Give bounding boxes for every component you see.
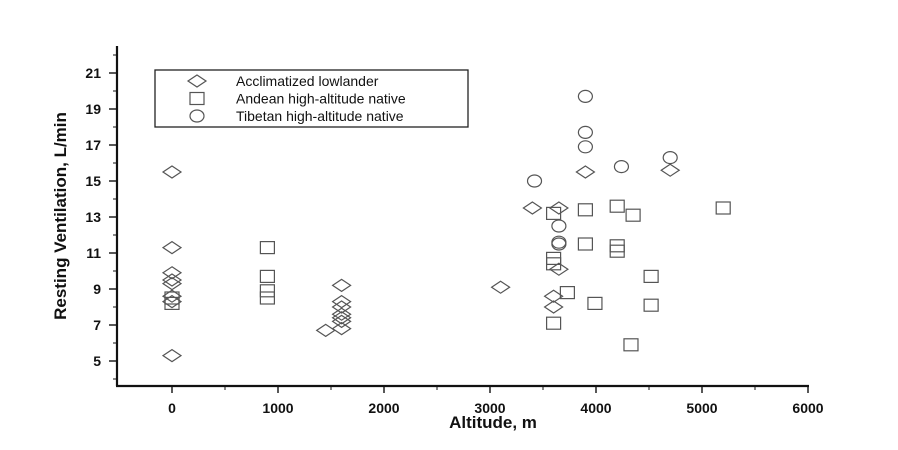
legend-circle-icon bbox=[189, 109, 205, 123]
x-axis-title: Altitude, m bbox=[449, 413, 537, 432]
square-point bbox=[545, 316, 562, 330]
diamond-point bbox=[161, 165, 183, 179]
x-tick-label: 5000 bbox=[686, 400, 717, 416]
diamond-point bbox=[315, 323, 336, 338]
x-tick-label: 0 bbox=[168, 400, 176, 416]
diamond-point bbox=[331, 278, 352, 293]
y-tick-label: 21 bbox=[85, 65, 101, 81]
diamond-point bbox=[490, 280, 511, 294]
x-tick-label: 3000 bbox=[474, 400, 505, 416]
square-point bbox=[643, 269, 659, 283]
circle-point bbox=[551, 237, 567, 251]
diamond-point bbox=[161, 294, 183, 309]
diamond-point bbox=[660, 163, 681, 177]
x-tick-label: 4000 bbox=[580, 400, 611, 416]
circle-point bbox=[613, 160, 630, 174]
square-point bbox=[643, 298, 659, 312]
legend-box bbox=[154, 69, 469, 128]
square-point bbox=[577, 237, 594, 251]
x-tick-label: 6000 bbox=[792, 400, 823, 416]
y-tick-label: 13 bbox=[85, 209, 101, 225]
square-point bbox=[623, 338, 639, 352]
square-point bbox=[259, 284, 275, 298]
diamond-point bbox=[161, 240, 183, 255]
y-tick-label: 19 bbox=[85, 101, 101, 117]
legend-diamond-icon bbox=[186, 74, 208, 88]
diamond-point bbox=[331, 307, 352, 321]
diamond-point bbox=[161, 266, 183, 280]
y-axis-title: Resting Ventilation, L/min bbox=[51, 112, 70, 320]
diamond-point bbox=[548, 201, 569, 215]
data-points bbox=[161, 89, 731, 363]
square-point bbox=[164, 296, 180, 310]
diamond-point bbox=[522, 201, 543, 215]
y-tick-label: 5 bbox=[93, 353, 101, 369]
y-tick-label: 17 bbox=[85, 137, 101, 153]
circle-point bbox=[551, 219, 567, 233]
square-point bbox=[609, 244, 625, 258]
x-axis-ticks: 0 1000 2000 3000 4000 5000 6000 bbox=[168, 386, 824, 416]
diamond-point bbox=[331, 314, 352, 329]
square-point bbox=[559, 286, 575, 300]
legend-label: Tibetan high-altitude native bbox=[236, 108, 404, 124]
square-point bbox=[259, 241, 275, 255]
square-point bbox=[609, 239, 625, 253]
square-point bbox=[259, 269, 275, 283]
y-tick-label: 15 bbox=[85, 173, 101, 189]
circle-point bbox=[577, 125, 594, 139]
square-point bbox=[545, 206, 562, 220]
diamond-point bbox=[331, 311, 352, 325]
square-point bbox=[625, 208, 641, 222]
legend-square-icon bbox=[189, 91, 205, 106]
square-point bbox=[587, 296, 603, 310]
diamond-point bbox=[161, 348, 183, 363]
y-axis-ticks: 5 7 9 11 13 15 17 19 21 bbox=[85, 54, 117, 380]
legend-label: Andean high-altitude native bbox=[236, 91, 406, 107]
circle-point bbox=[577, 89, 594, 104]
square-point bbox=[577, 203, 594, 217]
x-tick-label: 1000 bbox=[262, 400, 293, 416]
diamond-point bbox=[331, 300, 352, 314]
square-point bbox=[609, 199, 625, 213]
diamond-point bbox=[331, 321, 352, 336]
diamond-point bbox=[575, 165, 596, 179]
square-point bbox=[715, 201, 731, 215]
diamond-point bbox=[543, 300, 564, 314]
square-point bbox=[545, 251, 562, 265]
diamond-point bbox=[548, 262, 569, 276]
x-tick-label: 2000 bbox=[368, 400, 399, 416]
circle-point bbox=[526, 174, 543, 188]
square-point bbox=[545, 257, 562, 271]
circle-point bbox=[662, 151, 678, 165]
diamond-point bbox=[161, 273, 183, 287]
y-tick-label: 11 bbox=[86, 245, 101, 261]
y-tick-label: 9 bbox=[93, 281, 101, 297]
diamond-point bbox=[161, 289, 183, 303]
circle-point bbox=[577, 140, 594, 154]
square-point bbox=[259, 291, 275, 305]
y-tick-label: 7 bbox=[93, 317, 101, 333]
legend-label: Acclimatized lowlander bbox=[236, 73, 379, 89]
diamond-point bbox=[543, 289, 564, 303]
legend: Acclimatized lowlander Andean high-altitu… bbox=[154, 69, 469, 128]
